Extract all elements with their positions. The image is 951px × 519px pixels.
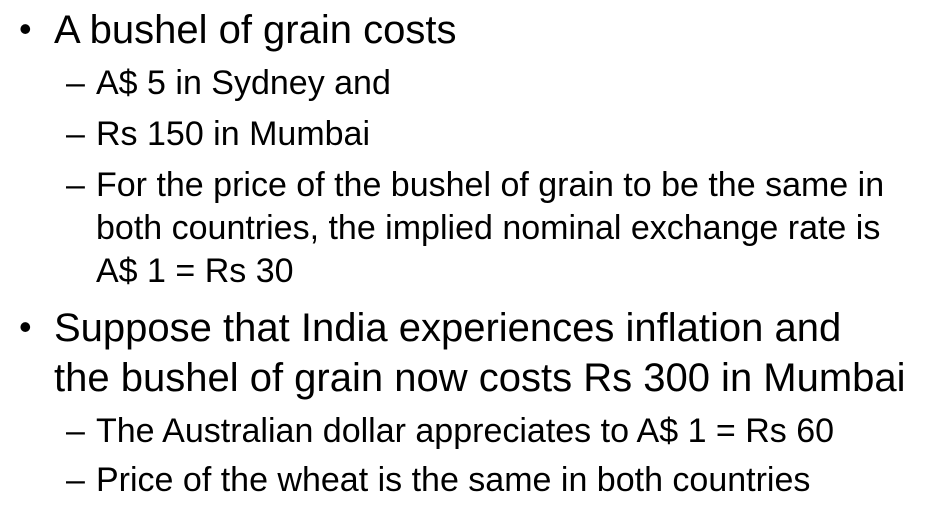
bullet-text-line-2: the bushel of grain now costs Rs 300 in … (54, 356, 906, 400)
bullet-marker: • (19, 8, 32, 49)
sub-bullet-text: A$ 5 in Sydney and (96, 64, 391, 102)
bullet-text: A bushel of grain costs (54, 8, 457, 52)
dash-marker: – (66, 115, 85, 153)
sub-bullet-text: Rs 150 in Mumbai (96, 115, 371, 153)
dash-marker: – (66, 64, 85, 102)
sub-bullet-text: The Australian dollar appreciates to A$ … (96, 412, 835, 450)
bullet-text-line-1: Suppose that India experiences inflation… (54, 306, 842, 350)
dash-marker: – (66, 461, 85, 499)
sub-bullet-text-line-2: both countries, the implied nominal exch… (96, 209, 881, 247)
dash-marker: – (66, 412, 85, 450)
sub-bullet-text: Price of the wheat is the same in both c… (96, 461, 811, 499)
bullet-marker: • (19, 306, 32, 347)
sub-bullet-text-line-3: A$ 1 = Rs 30 (96, 252, 294, 290)
dash-marker: – (66, 166, 85, 204)
sub-bullet-text-line-1: For the price of the bushel of grain to … (96, 166, 885, 204)
